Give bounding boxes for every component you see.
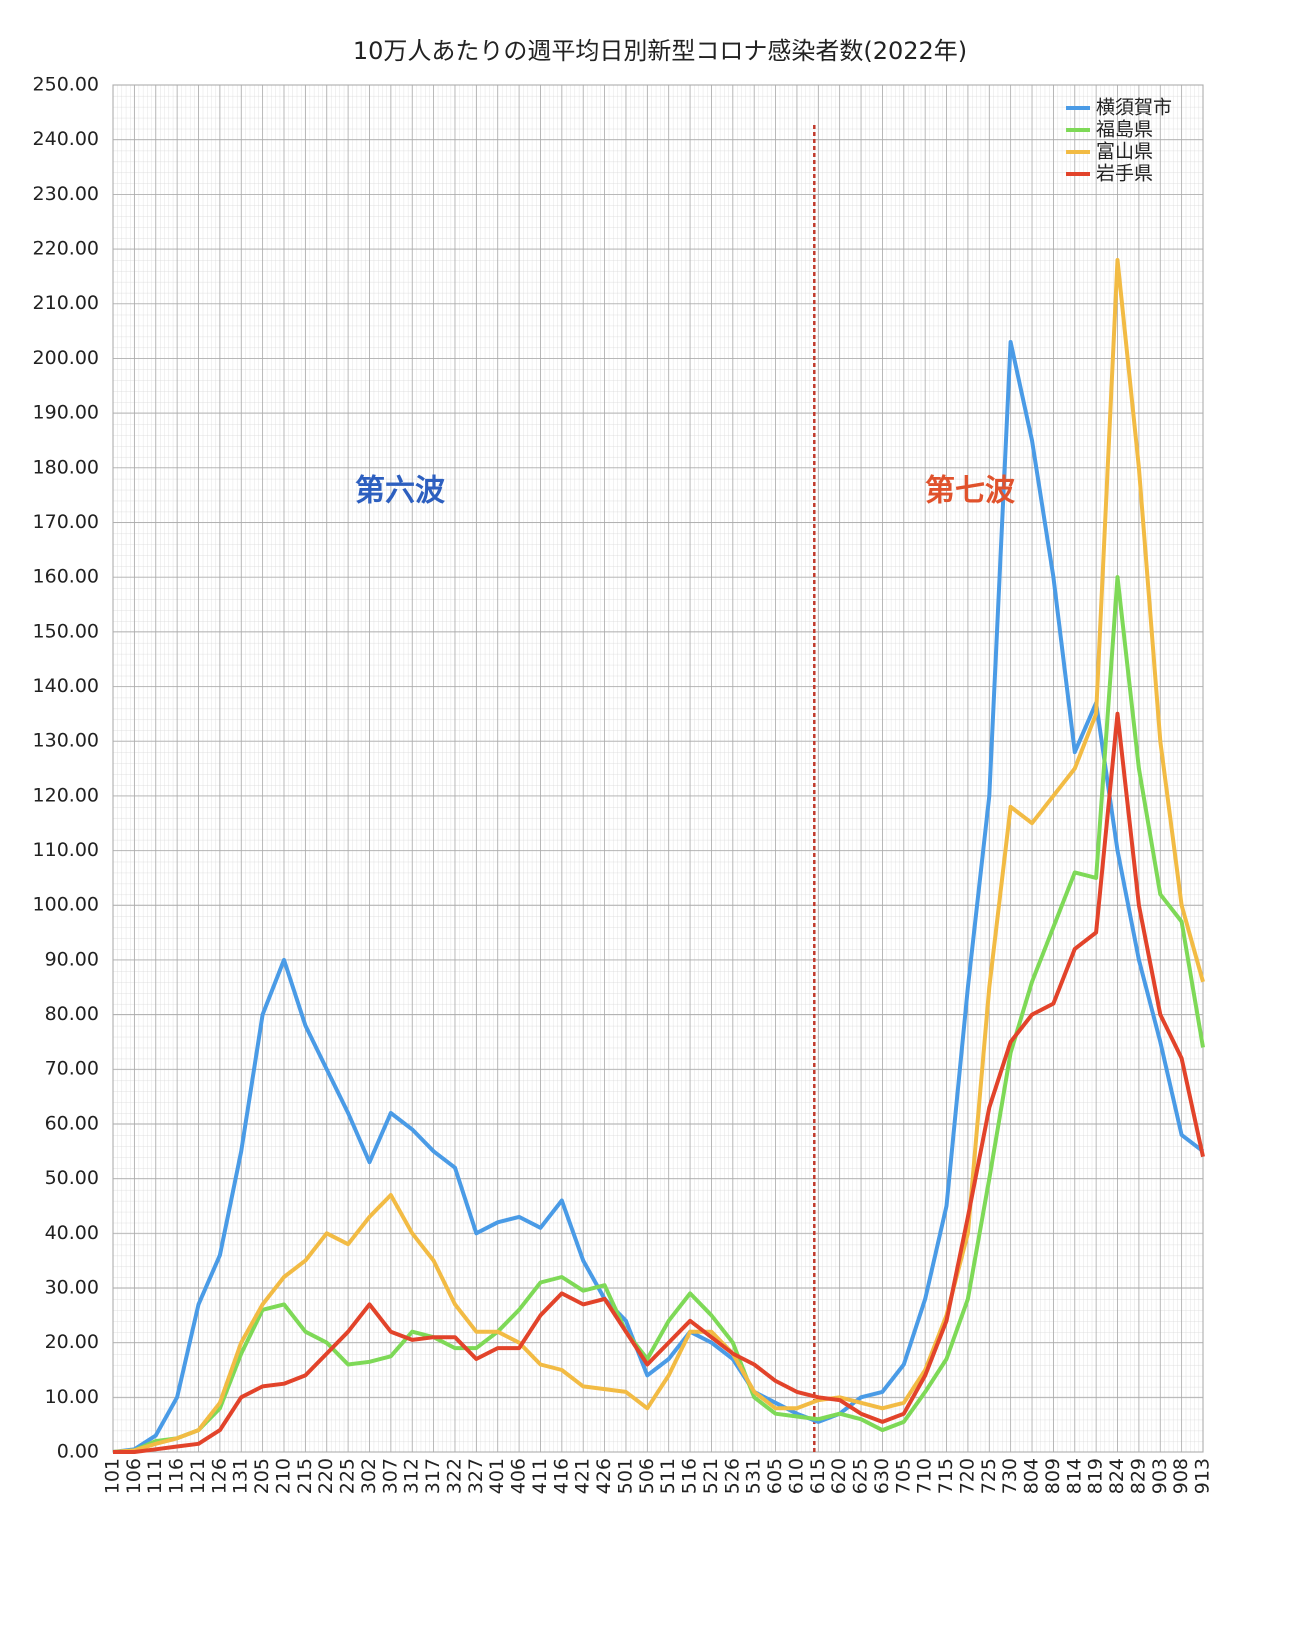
x-tick-label: 421 [572, 1458, 594, 1494]
x-tick-label: 720 [956, 1458, 978, 1494]
y-tick-label: 170.00 [33, 511, 99, 533]
legend-label: 岩手県 [1096, 163, 1153, 185]
y-tick-label: 240.00 [33, 128, 99, 150]
series-line [112, 258, 1205, 1454]
x-tick-label: 322 [443, 1458, 465, 1494]
x-tick-label: 312 [401, 1458, 423, 1494]
x-tick-label: 126 [208, 1458, 230, 1494]
x-tick-label: 730 [999, 1458, 1021, 1494]
y-tick-label: 110.00 [33, 839, 99, 861]
x-tick-label: 615 [807, 1458, 829, 1494]
annotation: 第七波 [925, 474, 1016, 509]
series-line [113, 711, 1205, 1454]
plot-area [112, 84, 1204, 1453]
x-tick-label: 819 [1085, 1458, 1107, 1494]
x-tick-label: 913 [1192, 1458, 1214, 1494]
x-tick-label: 106 [123, 1458, 145, 1494]
x-tick-label: 406 [508, 1458, 530, 1494]
y-tick-label: 30.00 [45, 1276, 99, 1298]
y-tick-label: 10.00 [45, 1386, 99, 1408]
y-tick-label: 40.00 [45, 1222, 99, 1244]
y-tick-label: 200.00 [33, 347, 99, 369]
x-tick-label: 511 [657, 1458, 679, 1494]
x-tick-label: 903 [1149, 1458, 1171, 1494]
y-tick-label: 140.00 [33, 675, 99, 697]
x-tick-label: 824 [1106, 1458, 1128, 1494]
x-tick-label: 411 [529, 1458, 551, 1494]
legend-label: 富山県 [1096, 141, 1153, 163]
y-tick-label: 120.00 [33, 784, 99, 806]
x-tick-label: 210 [272, 1458, 294, 1494]
x-tick-label: 501 [614, 1458, 636, 1494]
x-tick-label: 307 [379, 1458, 401, 1494]
y-tick-label: 150.00 [33, 620, 99, 642]
x-tick-label: 804 [1021, 1458, 1043, 1494]
x-tick-label: 426 [593, 1458, 615, 1494]
x-tick-label: 814 [1063, 1458, 1085, 1494]
x-tick-label: 526 [721, 1458, 743, 1494]
x-tick-label: 401 [486, 1458, 508, 1494]
y-tick-label: 130.00 [33, 730, 99, 752]
x-tick-label: 625 [850, 1458, 872, 1494]
x-tick-label: 506 [636, 1458, 658, 1494]
x-tick-label: 205 [251, 1458, 273, 1494]
y-tick-label: 70.00 [45, 1058, 99, 1080]
x-tick-label: 610 [785, 1458, 807, 1494]
x-tick-label: 710 [914, 1458, 936, 1494]
series-line [112, 575, 1205, 1454]
y-tick-label: 0.00 [57, 1441, 99, 1463]
x-tick-label: 317 [422, 1458, 444, 1494]
y-tick-label: 230.00 [33, 183, 99, 205]
series-line [112, 340, 1205, 1454]
x-tick-label: 516 [679, 1458, 701, 1494]
y-tick-label: 220.00 [33, 238, 99, 260]
y-tick-label: 20.00 [45, 1331, 99, 1353]
x-tick-label: 725 [978, 1458, 1000, 1494]
y-tick-label: 160.00 [33, 566, 99, 588]
x-tick-label: 715 [935, 1458, 957, 1494]
x-tick-label: 605 [764, 1458, 786, 1494]
legend-label: 福島県 [1096, 119, 1153, 141]
x-tick-label: 829 [1127, 1458, 1149, 1494]
y-tick-label: 180.00 [33, 456, 99, 478]
annotation: 第六波 [355, 474, 446, 509]
y-tick-label: 60.00 [45, 1112, 99, 1134]
y-tick-label: 50.00 [45, 1167, 99, 1189]
x-tick-label: 220 [315, 1458, 337, 1494]
x-tick-label: 521 [700, 1458, 722, 1494]
chart-title: 10万人あたりの週平均日別新型コロナ感染者数(2022年) [353, 37, 967, 65]
y-tick-label: 100.00 [33, 894, 99, 916]
x-tick-label: 416 [550, 1458, 572, 1494]
x-tick-label: 908 [1170, 1458, 1192, 1494]
x-tick-label: 531 [743, 1458, 765, 1494]
y-tick-label: 80.00 [45, 1003, 99, 1025]
x-tick-label: 327 [465, 1458, 487, 1494]
x-tick-label: 116 [166, 1458, 188, 1494]
x-tick-label: 111 [144, 1458, 166, 1494]
legend-label: 横須賀市 [1096, 97, 1172, 119]
y-tick-label: 250.00 [33, 74, 99, 96]
x-tick-label: 101 [102, 1458, 124, 1494]
x-tick-label: 215 [294, 1458, 316, 1494]
x-tick-label: 630 [871, 1458, 893, 1494]
y-tick-label: 90.00 [45, 948, 99, 970]
x-tick-label: 705 [892, 1458, 914, 1494]
y-tick-label: 190.00 [33, 402, 99, 424]
x-tick-label: 809 [1042, 1458, 1064, 1494]
x-tick-label: 121 [187, 1458, 209, 1494]
x-tick-label: 302 [358, 1458, 380, 1494]
y-tick-label: 210.00 [33, 292, 99, 314]
x-tick-label: 225 [337, 1458, 359, 1494]
x-tick-label: 620 [828, 1458, 850, 1494]
x-tick-label: 131 [230, 1458, 252, 1494]
